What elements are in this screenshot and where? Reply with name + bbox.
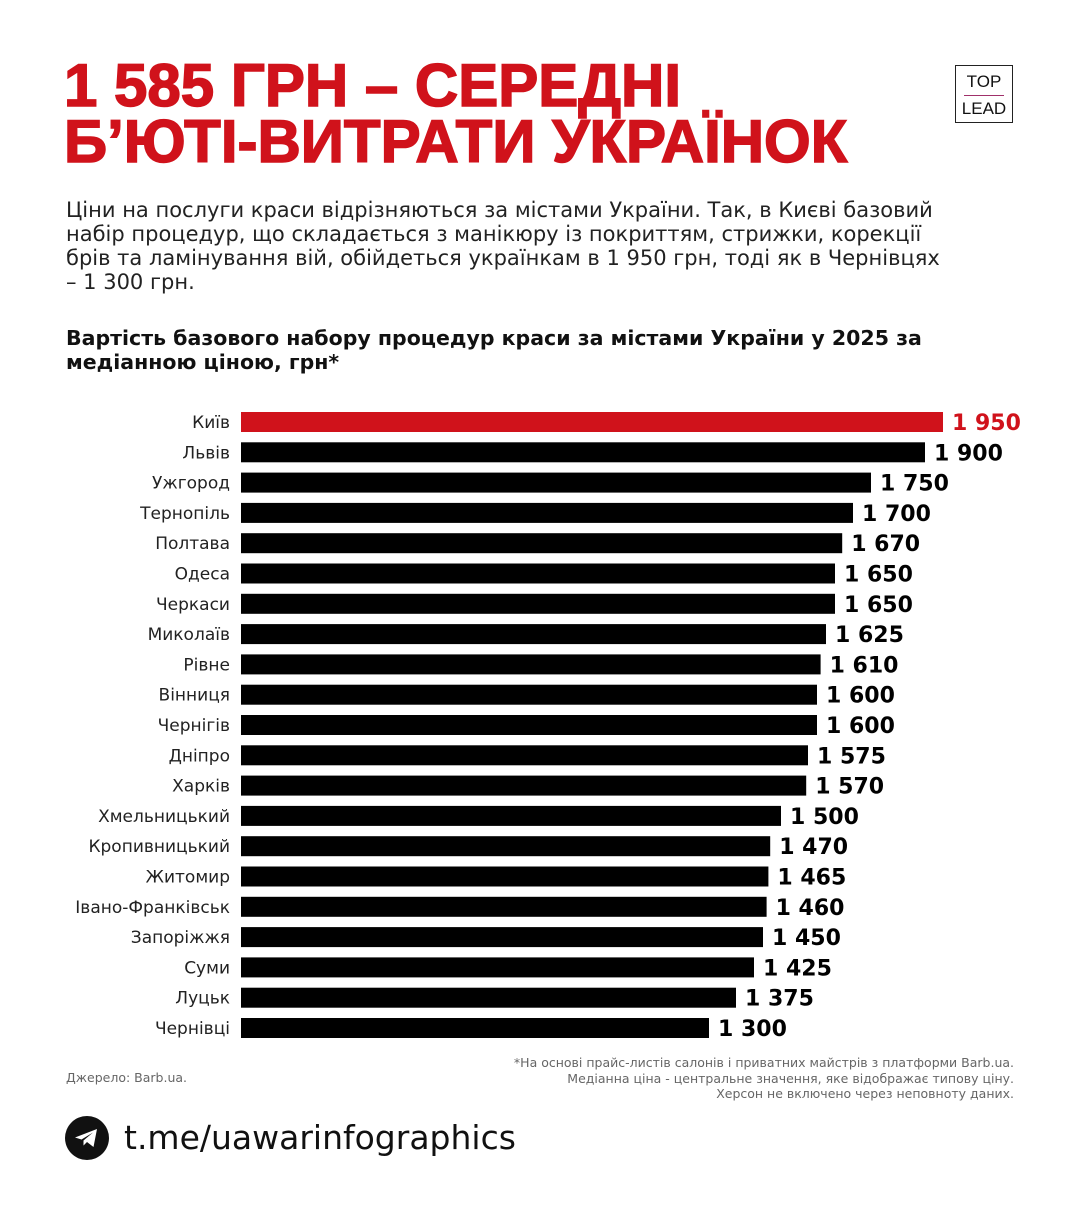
bar — [241, 775, 807, 796]
value-label: 1 300 — [718, 1017, 787, 1042]
telegram-link[interactable]: t.me/uawarinfographics — [124, 1118, 516, 1157]
category-label: Чернігів — [158, 716, 230, 736]
bar — [241, 805, 781, 826]
value-label: 1 570 — [815, 775, 884, 800]
telegram-icon[interactable] — [65, 1116, 109, 1160]
category-label: Кропивницький — [88, 837, 230, 857]
bar — [241, 715, 817, 735]
category-label: Рівне — [183, 655, 230, 675]
category-label: Львів — [182, 443, 230, 463]
value-label: 1 650 — [844, 593, 913, 618]
value-label: 1 700 — [862, 502, 931, 527]
value-label: 1 500 — [790, 805, 859, 830]
logo-divider — [964, 95, 1004, 96]
source: Джерело: Barb.ua. — [66, 1070, 188, 1085]
bar — [241, 563, 835, 584]
value-label: 1 600 — [826, 714, 895, 739]
bar — [241, 1018, 709, 1038]
category-label: Хмельницький — [98, 807, 230, 827]
value-label: 1 465 — [777, 866, 846, 891]
category-label: Вінниця — [159, 686, 230, 706]
logo-bottom: LEAD — [961, 99, 1007, 118]
headline: 1 585 ГРН – СЕРЕДНІ Б’ЮТІ-ВИТРАТИ УКРАЇН… — [63, 52, 944, 175]
bar — [241, 472, 871, 493]
value-label: 1 610 — [830, 653, 899, 678]
category-label: Житомир — [146, 868, 230, 888]
value-label: 1 425 — [763, 956, 832, 981]
value-label: 1 600 — [826, 684, 895, 709]
bar — [241, 684, 817, 705]
bar — [241, 654, 821, 675]
headline-line-1: 1 585 ГРН – СЕРЕДНІ — [63, 52, 682, 119]
headline-line-2: Б’ЮТІ-ВИТРАТИ УКРАЇНОК — [63, 108, 848, 175]
bar — [241, 412, 943, 432]
bar — [241, 866, 769, 887]
bar — [241, 593, 835, 614]
category-label: Миколаїв — [148, 625, 230, 645]
footnote: *На основі прайс-листів салонів і приват… — [514, 1055, 1014, 1102]
value-label: 1 750 — [880, 472, 949, 497]
category-label: Чернівці — [155, 1019, 230, 1039]
bar — [241, 533, 843, 554]
value-label: 1 460 — [776, 896, 845, 921]
value-label: 1 650 — [844, 563, 913, 588]
category-label: Запоріжжя — [131, 928, 230, 948]
footnote-line: Херсон не включено через неповноту даних… — [716, 1086, 1014, 1101]
chart-title: Вартість базового набору процедур краси … — [66, 326, 922, 374]
value-label: 1 450 — [772, 926, 841, 951]
bar — [241, 745, 808, 766]
bar — [241, 896, 767, 917]
footnote-line: *На основі прайс-листів салонів і приват… — [513, 1055, 1014, 1070]
footnote-line: Медіанна ціна - центральне значення, яке… — [567, 1070, 1014, 1086]
bar — [241, 442, 925, 463]
value-label: 1 625 — [835, 623, 904, 648]
value-label: 1 900 — [934, 441, 1003, 466]
value-label: 1 950 — [952, 411, 1021, 436]
bar — [241, 624, 826, 645]
category-label: Луцьк — [175, 989, 230, 1009]
category-label: Черкаси — [156, 595, 230, 615]
category-label: Харків — [172, 777, 230, 797]
bar — [241, 836, 771, 857]
category-label: Київ — [192, 413, 230, 433]
category-label: Тернопіль — [139, 504, 230, 524]
value-label: 1 375 — [745, 987, 814, 1012]
bar — [241, 987, 736, 1008]
category-label: Одеса — [175, 565, 230, 585]
category-label: Дніпро — [169, 746, 230, 766]
category-label: Суми — [184, 958, 230, 978]
value-label: 1 670 — [851, 532, 920, 557]
category-label: Полтава — [155, 534, 230, 554]
subtitle: Ціни на послуги краси відрізняються за м… — [66, 198, 940, 294]
category-label: Ужгород — [152, 474, 230, 494]
value-label: 1 470 — [779, 835, 848, 860]
bar — [241, 927, 763, 948]
category-label: Івано-Франківськ — [75, 898, 230, 918]
bar — [241, 957, 754, 978]
bar — [241, 502, 853, 523]
value-label: 1 575 — [817, 744, 886, 769]
logo-top: TOP — [966, 72, 1002, 91]
top-lead-logo: TOP LEAD — [955, 65, 1013, 123]
